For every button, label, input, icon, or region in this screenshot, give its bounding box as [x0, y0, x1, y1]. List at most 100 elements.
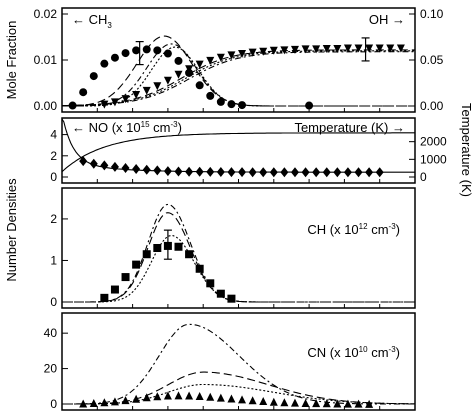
- model-curve-ch: [62, 234, 415, 303]
- y-tick-right-label: 0.10: [420, 7, 444, 21]
- data-point-ch3: [227, 100, 236, 109]
- data-point-ch3: [153, 46, 162, 55]
- data-point-no: [259, 167, 268, 178]
- data-point-cn: [163, 391, 172, 400]
- data-point-no: [322, 167, 331, 178]
- data-point-cn: [153, 392, 162, 401]
- data-point-no: [216, 167, 225, 178]
- data-point-ch: [132, 260, 141, 269]
- data-point-oh: [343, 44, 352, 53]
- y-axis-label: Mole Fraction: [4, 21, 19, 100]
- model-curve-cn: [62, 383, 415, 405]
- y-tick-right-label: 0.05: [420, 53, 444, 67]
- data-point-no: [121, 162, 130, 173]
- data-point-ch: [195, 264, 204, 273]
- data-point-ch3: [163, 49, 172, 58]
- annotation-cn: CN (x 1010 cm-3): [307, 345, 400, 360]
- data-point-ch3: [121, 49, 130, 58]
- data-point-no: [153, 165, 162, 176]
- data-point-no: [185, 166, 194, 177]
- data-point-oh: [185, 65, 194, 74]
- y-tick-label: 2: [50, 149, 57, 163]
- data-point-cn: [301, 398, 310, 407]
- data-point-oh: [312, 45, 321, 54]
- model-curve-cn: [62, 323, 415, 405]
- data-point-cn: [121, 396, 130, 405]
- data-point-no: [269, 167, 278, 178]
- data-point-ch: [100, 293, 109, 302]
- data-point-no: [365, 167, 374, 178]
- data-point-ch3: [79, 88, 88, 97]
- y-tick-label: 0: [50, 170, 57, 184]
- data-point-ch3: [195, 81, 204, 90]
- data-point-oh: [227, 51, 236, 60]
- y-tick-label: 4: [50, 128, 57, 142]
- data-point-ch: [227, 294, 236, 303]
- panel-frame-3: [61, 312, 416, 411]
- data-point-cn: [89, 398, 98, 407]
- data-point-oh: [163, 76, 172, 85]
- annotation-oh: OH →: [369, 12, 405, 27]
- data-point-cn: [333, 399, 342, 408]
- data-point-oh: [322, 44, 331, 53]
- data-point-no: [290, 167, 299, 178]
- data-point-oh: [142, 86, 151, 95]
- data-point-no: [195, 166, 204, 177]
- data-point-oh: [110, 98, 119, 107]
- data-point-oh: [259, 47, 268, 56]
- data-point-no: [280, 167, 289, 178]
- data-point-no: [79, 156, 88, 167]
- y-axis-label: Number Densities: [4, 178, 19, 282]
- data-point-oh: [280, 46, 289, 55]
- data-point-ch: [121, 273, 130, 282]
- model-curve-ch3: [62, 43, 415, 107]
- data-point-oh: [333, 44, 342, 53]
- data-point-oh: [301, 45, 310, 54]
- data-point-no: [132, 164, 141, 175]
- y-axis-right-label: Temperature (K): [459, 103, 474, 197]
- data-point-no: [301, 167, 310, 178]
- data-point-cn: [110, 397, 119, 406]
- data-point-oh: [153, 82, 162, 91]
- data-point-ch3: [68, 101, 77, 110]
- data-point-cn: [343, 399, 352, 408]
- data-point-cn: [185, 391, 194, 400]
- data-point-ch3: [100, 59, 109, 68]
- data-point-oh: [248, 48, 257, 57]
- annotation-temperature: Temperature (K) →: [294, 120, 405, 135]
- data-point-no: [206, 166, 215, 177]
- data-point-oh: [174, 70, 183, 79]
- data-point-oh: [206, 56, 215, 65]
- data-point-ch3: [89, 72, 98, 81]
- data-point-no: [248, 167, 257, 178]
- data-point-oh: [386, 44, 395, 53]
- data-point-ch: [206, 279, 215, 288]
- data-point-no: [312, 167, 321, 178]
- data-point-oh: [365, 44, 374, 53]
- data-point-no: [174, 166, 183, 177]
- data-point-ch: [110, 285, 119, 294]
- data-point-no: [89, 158, 98, 169]
- data-point-cn: [195, 392, 204, 401]
- data-point-oh: [238, 50, 247, 59]
- data-point-no: [333, 167, 342, 178]
- data-point-no: [227, 167, 236, 178]
- annotation-no: ← NO (x 1015 cm-3): [72, 120, 182, 135]
- y-tick-label: 40: [44, 326, 58, 340]
- data-point-no: [142, 164, 151, 175]
- data-point-cn: [312, 399, 321, 408]
- data-point-cn: [174, 391, 183, 400]
- y-tick-right-label: 2000: [420, 135, 447, 149]
- data-point-cn: [248, 396, 257, 405]
- model-curve-oh: [62, 50, 415, 107]
- data-point-oh: [132, 90, 141, 99]
- y-tick-label: 0: [50, 295, 57, 309]
- y-tick-label: 0.02: [34, 7, 58, 21]
- data-point-no: [354, 167, 363, 178]
- data-point-cn: [269, 397, 278, 406]
- model-curve-oh: [62, 51, 415, 107]
- annotation-ch: CH (x 1012 cm-3): [307, 222, 400, 237]
- data-point-cn: [365, 399, 374, 408]
- data-point-oh: [216, 53, 225, 62]
- data-point-ch3: [110, 53, 119, 62]
